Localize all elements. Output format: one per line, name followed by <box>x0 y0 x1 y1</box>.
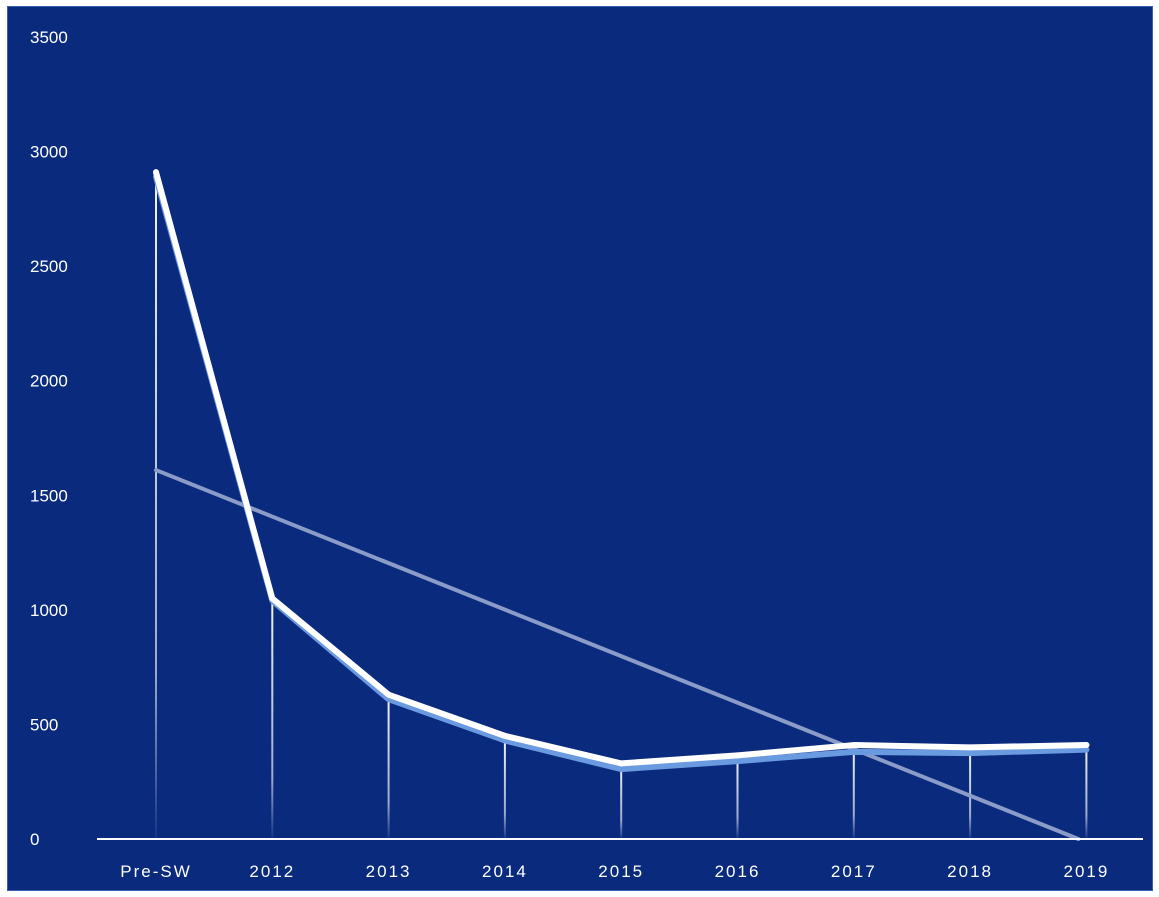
drop-line-pre-sw <box>155 172 157 840</box>
series-layer <box>153 169 1090 841</box>
data-point-2012 <box>269 595 276 602</box>
y-tick-label-0: 0 <box>30 830 39 849</box>
series-shadow-line <box>153 173 1090 773</box>
y-tick-label-2500: 2500 <box>30 257 68 276</box>
drop-line-2017 <box>852 745 855 839</box>
x-tick-label-2017: 2017 <box>831 862 877 881</box>
y-tick-label-1500: 1500 <box>30 486 68 505</box>
x-tick-label-2015: 2015 <box>598 862 644 881</box>
data-point-2017 <box>850 742 857 749</box>
x-tick-label-2013: 2013 <box>366 862 412 881</box>
trendline <box>154 468 1081 841</box>
x-axis-ticks: Pre-SW 2012 2013 2014 2015 2016 2017 2018 2019 <box>120 862 1109 881</box>
data-point-2014 <box>501 732 508 739</box>
y-tick-label-500: 500 <box>30 715 58 734</box>
drop-line-2019 <box>1085 745 1088 839</box>
x-tick-label-2018: 2018 <box>947 862 993 881</box>
drop-line-2015 <box>620 763 623 839</box>
y-tick-label-1000: 1000 <box>30 601 68 620</box>
y-axis-ticks: 0 500 1000 1500 2000 2500 3000 3500 <box>30 28 68 849</box>
drop-line-2012 <box>271 598 274 839</box>
x-tick-label-2016: 2016 <box>715 862 761 881</box>
drop-line-2018 <box>969 747 972 839</box>
data-point-2019 <box>1083 742 1090 749</box>
drop-line-2014 <box>503 735 506 839</box>
y-tick-label-3500: 3500 <box>30 28 68 47</box>
x-tick-label-2012: 2012 <box>249 862 295 881</box>
data-point-2013 <box>385 691 392 698</box>
y-tick-label-3000: 3000 <box>30 143 68 162</box>
data-point-pre-sw <box>153 169 159 176</box>
x-tick-label-pre-sw: Pre-SW <box>120 862 192 881</box>
y-tick-label-2000: 2000 <box>30 372 68 391</box>
data-point-2016 <box>734 752 741 759</box>
x-tick-label-2019: 2019 <box>1063 862 1109 881</box>
drop-line-2016 <box>736 755 739 839</box>
data-point-2015 <box>618 760 625 767</box>
x-tick-label-2014: 2014 <box>482 862 528 881</box>
data-point-2018 <box>967 744 974 751</box>
series-main-line <box>153 169 1090 767</box>
drop-lines <box>155 172 1088 840</box>
chart-area <box>7 6 1153 891</box>
drop-line-2013 <box>387 694 390 839</box>
